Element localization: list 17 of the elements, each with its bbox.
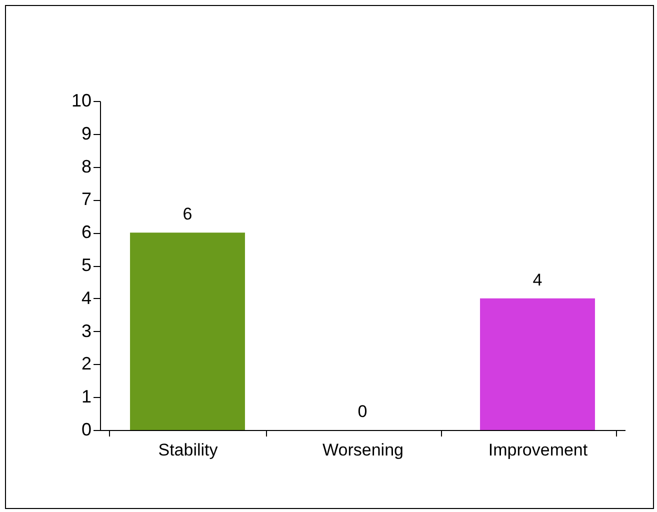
- y-tick-label: 5: [81, 255, 92, 275]
- y-tick-label: 7: [81, 189, 92, 210]
- data-label: 6: [182, 204, 192, 224]
- y-tick-label: 9: [81, 123, 92, 144]
- y-tick-label: 1: [81, 386, 92, 407]
- y-tick-label: 10: [71, 90, 92, 110]
- y-tick-label: 8: [81, 156, 92, 176]
- data-label: 0: [358, 402, 368, 421]
- y-tick-label: 0: [81, 420, 92, 440]
- y-tick-label: 2: [81, 354, 92, 374]
- y-tick-label: 3: [81, 320, 92, 341]
- x-tick-label: Worsening: [322, 440, 404, 460]
- data-label: 4: [532, 270, 542, 290]
- x-tick-label: Improvement: [488, 440, 588, 460]
- y-tick-label: 4: [81, 288, 92, 308]
- y-tick-label: 6: [81, 222, 92, 242]
- x-tick-label: Stability: [158, 440, 218, 460]
